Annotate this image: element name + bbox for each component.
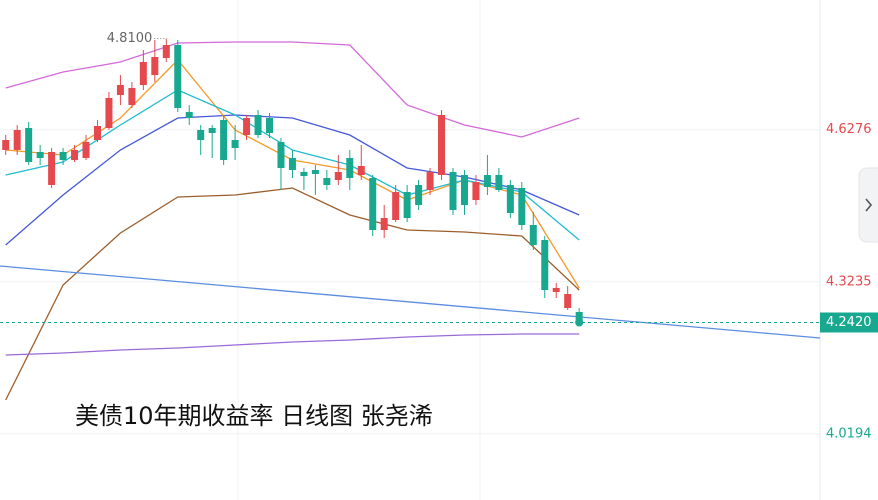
candle-body	[36, 152, 44, 158]
candle-body	[174, 45, 182, 108]
candle-body	[346, 158, 354, 178]
side-toggle-bg[interactable]	[858, 167, 878, 243]
candle-body	[357, 166, 365, 175]
last-price-box	[820, 312, 878, 333]
candle-body	[506, 185, 514, 213]
candle-body	[472, 182, 480, 200]
candle-body	[93, 126, 101, 140]
candle-body	[254, 115, 262, 135]
candle-body	[220, 120, 228, 160]
candle-body	[426, 172, 434, 190]
candle-body	[59, 152, 67, 160]
candle-body	[25, 128, 33, 162]
candle-body	[575, 312, 583, 323]
candle-body	[162, 45, 170, 58]
candle-body	[334, 172, 342, 180]
candle-body	[185, 112, 193, 118]
candle-body	[460, 175, 468, 205]
candle-body	[139, 62, 147, 85]
candle-body	[71, 150, 79, 160]
chart-caption: 美债10年期收益率 日线图 张尧浠	[75, 402, 433, 430]
indicator-line	[5, 333, 580, 356]
candle-body	[552, 288, 560, 292]
candle-body	[266, 118, 274, 133]
candle-body	[288, 158, 296, 170]
candle-body	[277, 142, 285, 168]
candle-body	[231, 140, 239, 148]
candle-body	[82, 142, 90, 158]
candle-body	[151, 57, 159, 75]
candle-body	[243, 118, 251, 135]
candle-body	[415, 185, 423, 205]
candle-body	[495, 175, 503, 190]
candle-body	[564, 294, 572, 308]
candle-body	[529, 225, 537, 245]
candle-body	[128, 88, 136, 105]
candle-body	[323, 178, 331, 185]
candle-body	[300, 172, 308, 176]
candle-body	[13, 130, 21, 150]
candle-body	[403, 192, 411, 218]
candle-body	[208, 128, 216, 133]
candle-body	[197, 130, 205, 140]
candle-body	[392, 192, 400, 220]
y-tick-label: 4.6276	[826, 122, 872, 137]
candle-body	[380, 218, 388, 230]
candle-body	[2, 140, 10, 150]
candle-body	[518, 188, 526, 225]
indicator-line	[5, 41, 580, 138]
candle-body	[105, 98, 113, 128]
chevron-icon	[865, 198, 873, 212]
indicator-line	[0, 265, 821, 339]
candle-body	[48, 152, 56, 185]
candle-body	[311, 170, 319, 174]
indicator-line	[5, 187, 580, 401]
grid	[0, 129, 820, 435]
candle-body	[483, 175, 491, 187]
candle-body	[449, 172, 457, 210]
candle-body	[541, 240, 549, 290]
plot-area: 4.8100	[0, 31, 821, 401]
price-axis: 4.6276 4.3235 4.0194 4.2420	[820, 122, 878, 441]
last-price-label: 4.2420	[826, 315, 872, 330]
indicator-line	[5, 114, 580, 246]
candle-body	[438, 115, 446, 175]
high-label: 4.8100	[107, 31, 153, 46]
candle-body	[116, 85, 124, 95]
y-tick-label: 4.0194	[826, 426, 872, 441]
last-price-dot	[575, 318, 584, 327]
candle-body	[369, 178, 377, 230]
y-tick-label: 4.3235	[826, 274, 872, 289]
side-toggle-button[interactable]	[858, 167, 878, 243]
